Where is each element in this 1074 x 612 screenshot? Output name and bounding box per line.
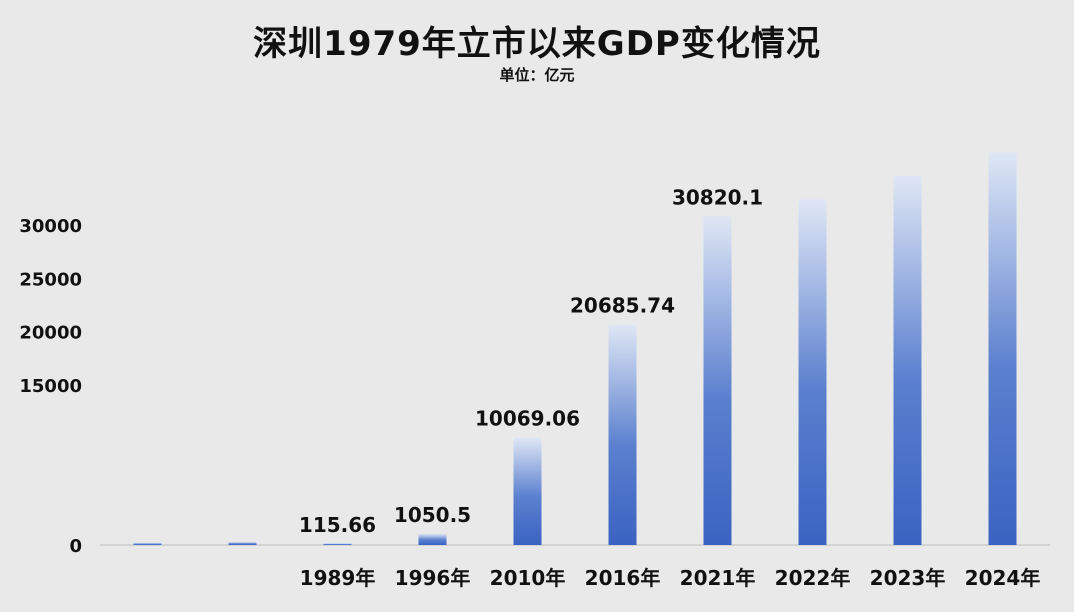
- x-tick-label: 2016年: [585, 566, 661, 590]
- bar: [988, 152, 1017, 545]
- chart-subtitle: 单位：亿元: [499, 66, 575, 84]
- bar: [513, 437, 542, 545]
- data-label: 30820.1: [672, 185, 763, 209]
- bar: [703, 216, 732, 546]
- bar: [418, 533, 447, 545]
- x-tick-label: 2024年: [965, 566, 1041, 590]
- y-tick-label: 30000: [19, 216, 82, 237]
- bar: [228, 542, 257, 545]
- x-tick-label: 2022年: [775, 566, 851, 590]
- x-tick-label: 1989年: [300, 566, 376, 590]
- bar: [608, 324, 637, 545]
- data-label: 1050.5: [394, 503, 471, 527]
- y-tick-label: 15000: [19, 376, 82, 397]
- x-tick-label: 2023年: [870, 566, 946, 590]
- data-label: 20685.74: [570, 293, 675, 317]
- data-label: 10069.06: [475, 407, 580, 431]
- chart-title: 深圳1979年立市以来GDP变化情况: [253, 24, 821, 64]
- x-tick-label: 2010年: [490, 566, 566, 590]
- y-tick-label: 25000: [19, 269, 82, 290]
- x-tick-label: 1996年: [395, 566, 471, 590]
- bar: [323, 543, 352, 545]
- bar: [798, 199, 827, 545]
- bar: [893, 175, 922, 546]
- bar: [133, 542, 162, 545]
- y-tick-label: 0: [69, 536, 82, 557]
- y-tick-label: 20000: [19, 323, 82, 344]
- data-label: 115.66: [299, 513, 376, 537]
- x-tick-label: 2021年: [680, 566, 756, 590]
